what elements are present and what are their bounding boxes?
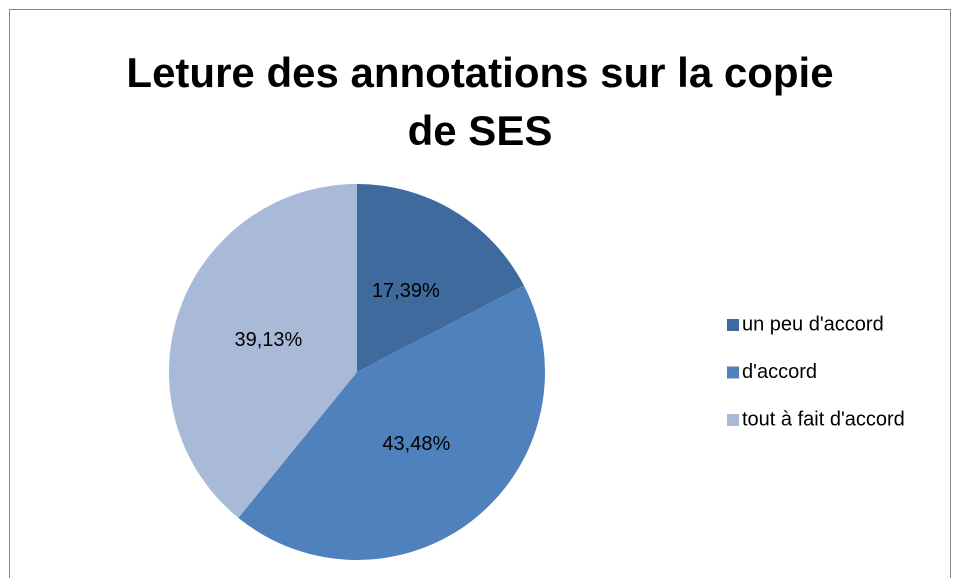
pie-slice — [357, 184, 524, 372]
legend-swatch — [727, 366, 739, 379]
pie-slice — [238, 285, 546, 560]
chart-title: Leture des annotations sur la copie de S… — [126, 49, 834, 154]
legend-label: tout à fait d'accord — [742, 408, 905, 430]
pie-slice — [168, 184, 357, 518]
legend-label: un peu d'accord — [742, 313, 884, 335]
data-label: 39,13% — [235, 329, 303, 351]
data-label: 43,48% — [382, 433, 450, 455]
legend-swatch — [727, 414, 739, 426]
chart-border — [9, 9, 951, 578]
legend-swatch — [727, 319, 739, 331]
data-label: 17,39% — [372, 280, 440, 302]
legend-label: d'accord — [742, 361, 817, 383]
